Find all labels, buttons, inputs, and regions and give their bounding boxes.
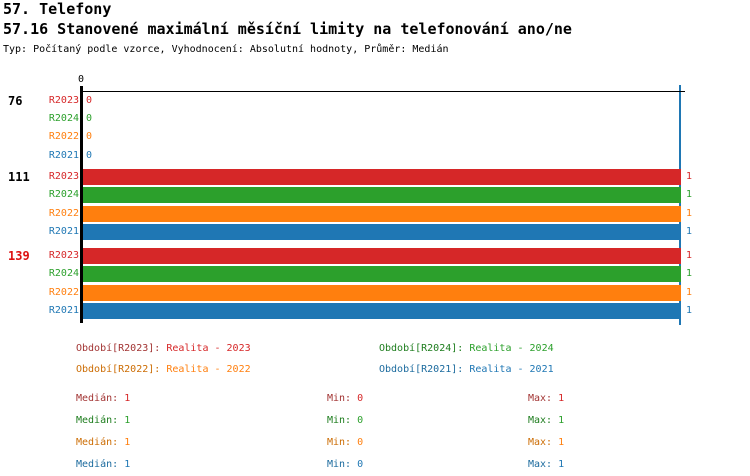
stat-value: 1 [124,393,131,404]
stat-min-r2021: Min: 0 [327,459,363,471]
stat-label: Min: [327,437,352,448]
stat-value: 0 [357,393,364,404]
stat-median-r2024: Medián: 1 [76,415,130,427]
legend-period-label: Období[R2021]: [379,364,464,375]
row-label-r2023: R2023 [48,94,79,106]
axis-tick-label-zero: 0 [77,74,85,85]
stat-value: 1 [124,437,131,448]
stat-value: 0 [357,415,364,426]
stat-label: Medián: [76,393,119,404]
row-label-r2022: R2022 [48,286,79,298]
stat-value: 0 [357,437,364,448]
legend-period-label: Období[R2024]: [379,343,464,354]
bar-value-label: 1 [686,171,693,182]
bar-value-label: 1 [686,304,693,316]
chart-indicator-title: 57.16 Stanovené maximální měsíční limity… [3,20,572,38]
bar-139-r2022 [83,284,681,301]
bar-value-label: 1 [686,286,693,298]
chart-section-title: 57. Telefony [3,0,112,18]
bar-111-r2023 [83,169,681,185]
stat-median-r2021: Medián: 1 [76,459,130,471]
row-label-r2024: R2024 [48,189,79,201]
stat-value: 1 [558,437,565,448]
legend-item-2: Období[R2024]: Realita - 2024 [379,343,554,355]
legend-period-value: Realita - 2021 [469,364,554,375]
stat-label: Max: [528,437,553,448]
bar-value-label: 1 [686,189,693,201]
stat-label: Min: [327,415,352,426]
legend-period-label: Období[R2022]: [76,364,161,375]
bar-value-label: 0 [86,149,93,161]
legend-period-value: Realita - 2024 [469,343,554,354]
chart-meta-line: Typ: Počítaný podle vzorce, Vyhodnocení:… [3,44,449,55]
stat-value: 1 [124,459,131,470]
stat-value: 1 [124,415,131,426]
group-label: 139 [8,249,30,263]
row-label-r2022: R2022 [48,207,79,219]
legend-period-value: Realita - 2023 [166,343,251,354]
bar-111-r2024 [83,187,681,204]
bar-139-r2023 [83,248,681,264]
bar-value-label: 1 [686,250,693,261]
stat-min-r2024: Min: 0 [327,415,363,427]
stat-label: Max: [528,393,553,404]
stat-min-r2022: Min: 0 [327,437,363,449]
legend-item-3: Období[R2022]: Realita - 2022 [76,364,251,376]
median-line [679,85,681,325]
group-label: 76 [8,93,23,108]
stat-max-r2023: Max: 1 [528,393,564,405]
bar-139-r2021 [83,302,681,319]
y-axis-line [80,86,83,323]
legend-period-label: Období[R2023]: [76,343,161,354]
stat-min-r2023: Min: 0 [327,393,363,405]
stat-value: 0 [357,459,364,470]
row-label-r2023: R2023 [48,171,79,182]
stat-label: Max: [528,415,553,426]
stat-value: 1 [558,459,565,470]
bar-value-label: 1 [686,207,693,219]
legend-item-4: Období[R2021]: Realita - 2021 [379,364,554,376]
bar-value-label: 1 [686,268,693,280]
legend-item-1: Období[R2023]: Realita - 2023 [76,343,251,355]
stat-label: Medián: [76,415,119,426]
stat-max-r2021: Max: 1 [528,459,564,471]
row-label-r2021: R2021 [48,304,79,316]
stat-label: Min: [327,459,352,470]
row-label-r2024: R2024 [48,268,79,280]
group-label: 111 [8,170,30,184]
bar-value-label: 0 [86,94,93,106]
row-label-r2021: R2021 [48,149,79,161]
bar-139-r2024 [83,266,681,283]
bar-111-r2022 [83,205,681,222]
stat-max-r2022: Max: 1 [528,437,564,449]
legend-period-value: Realita - 2022 [166,364,251,375]
row-label-r2021: R2021 [48,225,79,237]
bar-value-label: 0 [86,113,93,125]
x-axis-line [80,91,685,92]
stat-max-r2024: Max: 1 [528,415,564,427]
stat-label: Medián: [76,437,119,448]
row-label-r2023: R2023 [48,250,79,261]
row-label-r2024: R2024 [48,113,79,125]
bar-111-r2021 [83,223,681,240]
stat-median-r2022: Medián: 1 [76,437,130,449]
stat-value: 1 [558,415,565,426]
stat-label: Medián: [76,459,119,470]
bar-value-label: 0 [86,131,93,143]
stat-label: Max: [528,459,553,470]
stat-value: 1 [558,393,565,404]
stat-label: Min: [327,393,352,404]
row-label-r2022: R2022 [48,131,79,143]
stat-median-r2023: Medián: 1 [76,393,130,405]
bar-value-label: 1 [686,225,693,237]
